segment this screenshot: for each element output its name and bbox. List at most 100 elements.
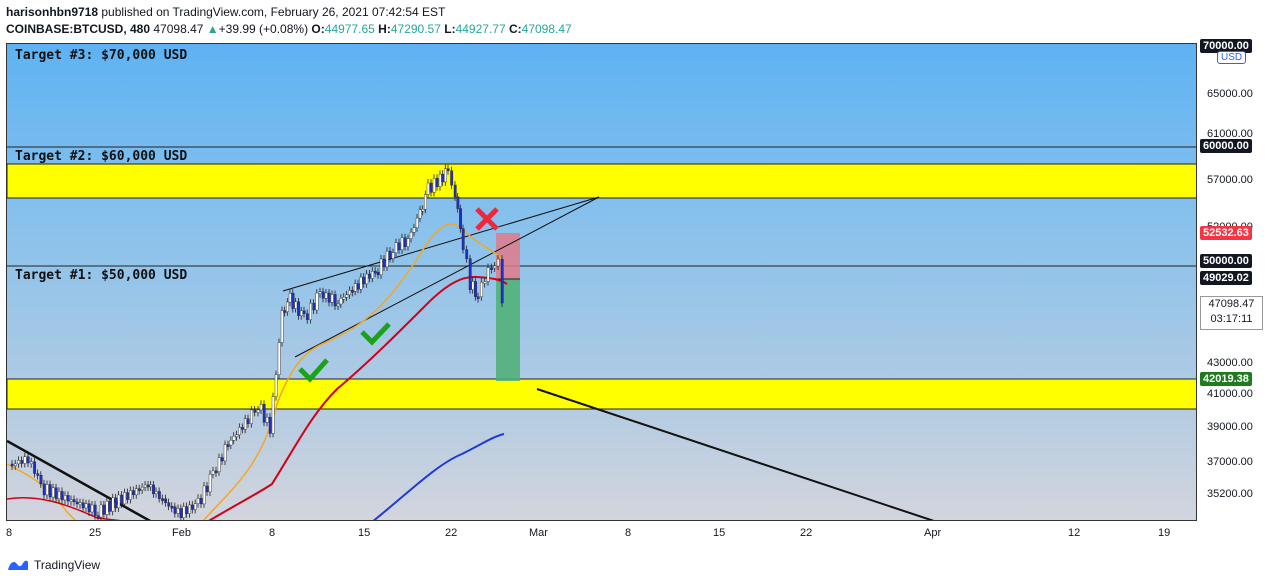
candle-body <box>302 310 306 314</box>
bar-countdown: 03:17:11 <box>1210 313 1253 325</box>
candle-body <box>306 313 309 320</box>
candle-body <box>193 503 197 510</box>
low-value: 44927.77 <box>455 22 506 36</box>
candle-body <box>330 294 334 303</box>
candle-body <box>373 271 377 274</box>
candle-body <box>149 484 153 488</box>
candle-body <box>102 504 106 515</box>
candle-body <box>286 301 289 312</box>
target-2-price-badge: 60000.00 <box>1200 139 1252 153</box>
candle-body <box>229 440 233 446</box>
price-axis[interactable]: 70000.00 USD 65000.00 61000.00 60000.00 … <box>1197 39 1274 521</box>
candle-body <box>486 267 490 282</box>
candle-body <box>496 258 500 267</box>
candle-body <box>143 484 147 488</box>
high-label: H: <box>378 22 391 36</box>
candle-body <box>345 294 349 298</box>
candle-body <box>446 168 450 171</box>
candle-body <box>211 470 215 475</box>
candle-body <box>69 499 73 502</box>
candle-body <box>461 228 465 250</box>
candle-body <box>280 310 284 343</box>
candle-body <box>359 276 363 290</box>
candle-body <box>146 484 150 488</box>
time-tick: 8 <box>625 527 632 539</box>
candle-body <box>39 475 43 485</box>
candle-body <box>376 272 380 276</box>
candle-body <box>117 494 121 509</box>
candle-body <box>220 457 224 462</box>
candle-body <box>26 456 30 464</box>
candle-body <box>418 209 422 219</box>
candle-body <box>450 170 454 186</box>
candle-body <box>271 396 275 434</box>
candle-body <box>391 252 395 259</box>
candle-body <box>111 497 115 512</box>
candle-body <box>453 184 457 198</box>
tradingview-logo-icon <box>8 560 28 570</box>
time-tick: 8 <box>6 527 13 539</box>
candle-body <box>274 374 278 397</box>
candle-body <box>318 291 322 294</box>
candle-body <box>397 242 401 251</box>
candle-body <box>500 258 504 304</box>
candle-body <box>243 418 247 430</box>
price-tick: 43000.00 <box>1207 357 1253 369</box>
candle-body <box>87 503 91 513</box>
target-2-label: Target #2: $60,000 USD <box>15 149 188 164</box>
candle-body <box>394 242 398 253</box>
candle-body <box>246 418 250 424</box>
currency-badge[interactable]: USD <box>1217 51 1247 64</box>
target-1-label: Target #1: $50,000 USD <box>15 268 188 283</box>
candle-body <box>465 249 469 259</box>
check-icon <box>298 358 329 383</box>
candle-body <box>60 491 64 501</box>
candle-body <box>403 237 407 247</box>
take-profit-price-badge: 42019.38 <box>1200 372 1252 386</box>
price-tick: 61000.00 <box>1207 128 1253 140</box>
candle-body <box>379 258 383 276</box>
candle-body <box>170 505 174 509</box>
candle-body <box>371 271 374 279</box>
candle-body <box>268 417 272 434</box>
candle-body <box>415 217 419 229</box>
candle-body <box>208 474 212 493</box>
candle-body <box>493 265 497 269</box>
candle-body <box>33 461 36 474</box>
symbol-label[interactable]: COINBASE:BTCUSD, 480 <box>6 22 151 36</box>
time-tick: 22 <box>800 527 813 539</box>
candle-body <box>429 182 433 193</box>
publish-info: harisonhbn9718 published on TradingView.… <box>6 5 445 19</box>
candle-body <box>426 182 430 195</box>
candle-body <box>226 444 230 447</box>
price-tick: 35200.00 <box>1207 488 1253 500</box>
tradingview-footer[interactable]: TradingView <box>6 558 100 572</box>
candle-body <box>108 500 112 512</box>
candle-body <box>140 486 144 491</box>
price-chart-pane[interactable]: Target #3: $70,000 USD Target #2: $60,00… <box>6 43 1197 521</box>
time-tick: 15 <box>713 527 726 539</box>
candle-body <box>81 502 85 509</box>
candle-body <box>262 404 266 423</box>
candle-body <box>291 292 295 309</box>
cross-icon <box>475 207 499 231</box>
downtrend-line <box>7 439 151 520</box>
candle-body <box>476 296 480 299</box>
author-name[interactable]: harisonhbn9718 <box>6 5 99 19</box>
candle-body <box>157 491 161 499</box>
take-profit-zone <box>496 279 520 381</box>
candle-body <box>161 498 164 501</box>
candle-body <box>309 302 312 320</box>
candle-body <box>120 494 124 505</box>
time-axis[interactable]: 8 25 Feb 8 15 22 Mar 8 15 22 Apr 12 19 <box>6 521 1197 545</box>
candle-body <box>256 409 260 413</box>
candle-body <box>179 508 183 518</box>
target-3-label: Target #3: $70,000 USD <box>15 48 188 63</box>
candle-body <box>333 294 337 307</box>
candle-body <box>78 502 82 505</box>
candle-body <box>288 292 292 303</box>
candle-body <box>339 298 343 305</box>
candle-body <box>365 273 369 285</box>
ema-fast-early <box>7 463 77 520</box>
brand-label: TradingView <box>34 558 101 572</box>
